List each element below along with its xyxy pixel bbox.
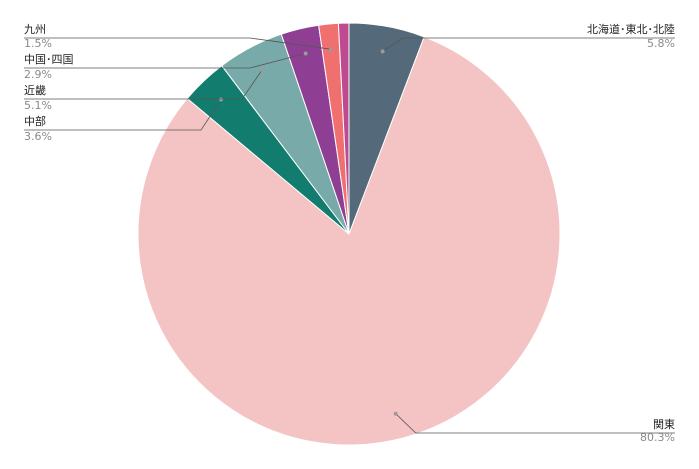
leader-dot: [219, 97, 224, 102]
slice-label-name: 北海道･東北･北陸: [587, 22, 675, 36]
slice-label-percent: 80.3%: [640, 431, 675, 444]
leader-dot: [303, 51, 308, 56]
leader-line: [24, 69, 263, 100]
leader-dot: [328, 47, 333, 52]
slice-label-percent: 2.9%: [24, 68, 52, 81]
leader-line: [24, 99, 222, 131]
slice-label-name: 近畿: [24, 83, 46, 97]
leader-line: [24, 37, 332, 50]
leader-dot: [393, 411, 398, 416]
slice-label-name: 中部: [24, 114, 46, 128]
slice-label-percent: 5.8%: [647, 37, 675, 50]
pie-slice-other[interactable]: [337, 22, 350, 235]
leader-dot: [380, 49, 385, 54]
pie-slice-関東[interactable]: [137, 36, 561, 446]
leader-line: [24, 53, 306, 69]
slice-label-name: 関東: [653, 418, 675, 431]
slice-label-name: 中国･四国: [24, 53, 74, 66]
slice-label-name: 九州: [24, 23, 46, 36]
leader-line: [382, 37, 675, 52]
slice-label-percent: 3.6%: [24, 130, 52, 143]
slice-label-percent: 1.5%: [24, 37, 52, 50]
leader-dot: [260, 67, 265, 72]
leader-line: [395, 413, 675, 434]
slice-label-percent: 5.1%: [24, 99, 52, 112]
